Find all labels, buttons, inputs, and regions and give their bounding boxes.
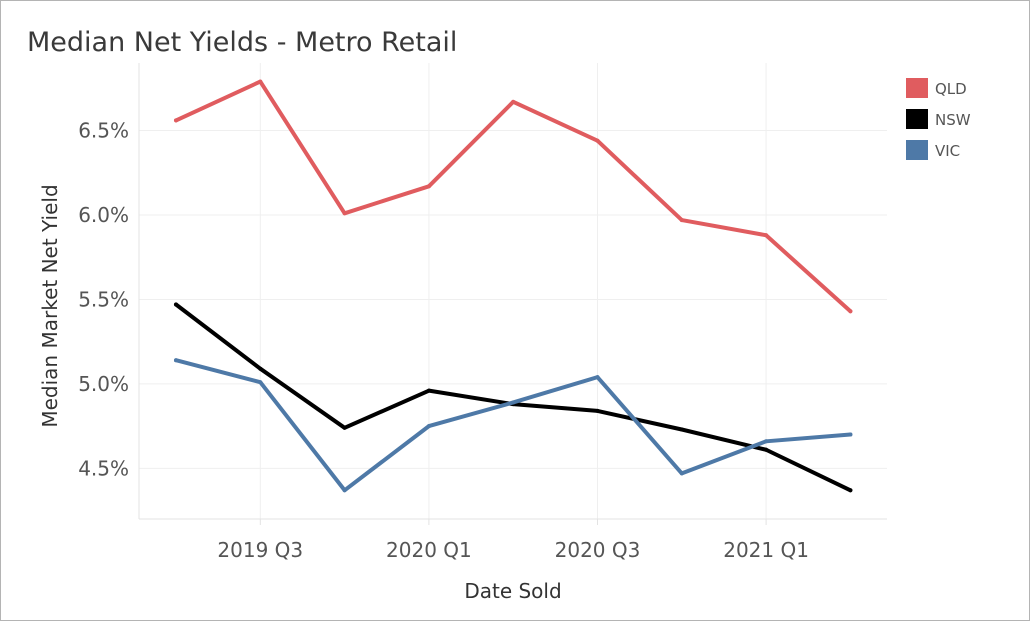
data-point-qld <box>174 118 178 123</box>
legend: QLD NSW VIC <box>906 78 971 160</box>
y-tick-label: 6.5% <box>78 119 129 143</box>
data-point-nsw <box>764 447 769 452</box>
data-point-vic <box>764 439 769 444</box>
y-tick-label: 4.5% <box>78 456 129 480</box>
data-point-nsw <box>426 388 431 393</box>
data-point-vic <box>342 488 347 493</box>
x-tick-label: 2020 Q1 <box>386 538 472 562</box>
x-tick-label: 2021 Q1 <box>723 538 809 562</box>
data-point-qld <box>764 233 769 238</box>
axes: 4.5% 5.0% 5.5% 6.0% 6.5% 2019 Q3 2020 Q1 2020 Q… <box>78 63 887 562</box>
data-point-nsw <box>342 425 347 430</box>
data-point-qld <box>679 218 684 223</box>
data-point-nsw <box>595 408 600 413</box>
x-axis-title: Date Sold <box>464 579 561 603</box>
data-point-nsw <box>174 302 178 307</box>
legend-swatch-nsw <box>906 109 928 129</box>
data-point-vic <box>595 375 600 380</box>
x-tick-label: 2020 Q3 <box>555 538 641 562</box>
data-point-vic <box>426 424 431 429</box>
grid <box>139 63 887 519</box>
data-point-qld <box>258 79 263 84</box>
legend-label-vic: VIC <box>935 142 960 160</box>
data-point-nsw <box>258 366 263 371</box>
data-point-qld <box>426 184 431 189</box>
data-point-qld <box>342 211 347 216</box>
legend-label-qld: QLD <box>935 80 967 98</box>
data-point-nsw <box>848 488 853 493</box>
legend-label-nsw: NSW <box>935 111 971 129</box>
data-point-vic <box>848 432 853 437</box>
data-point-vic <box>679 471 684 476</box>
legend-swatch-qld <box>906 78 928 98</box>
series-line-nsw <box>174 302 853 493</box>
data-point-vic <box>258 380 263 385</box>
x-tick-label: 2019 Q3 <box>217 538 303 562</box>
data-point-nsw <box>679 427 684 432</box>
y-tick-label: 5.0% <box>78 372 129 396</box>
y-tick-label: 6.0% <box>78 203 129 227</box>
data-point-qld <box>511 99 516 104</box>
chart-title: Median Net Yields - Metro Retail <box>27 27 457 58</box>
y-tick-label: 5.5% <box>78 287 129 311</box>
data-point-qld <box>848 309 853 314</box>
data-point-vic <box>174 358 178 363</box>
series-line-qld <box>174 79 853 314</box>
data-point-vic <box>511 400 516 405</box>
legend-swatch-vic <box>906 140 928 160</box>
series-lines <box>174 79 853 493</box>
data-point-qld <box>595 138 600 143</box>
y-axis-title: Median Market Net Yield <box>38 184 62 427</box>
